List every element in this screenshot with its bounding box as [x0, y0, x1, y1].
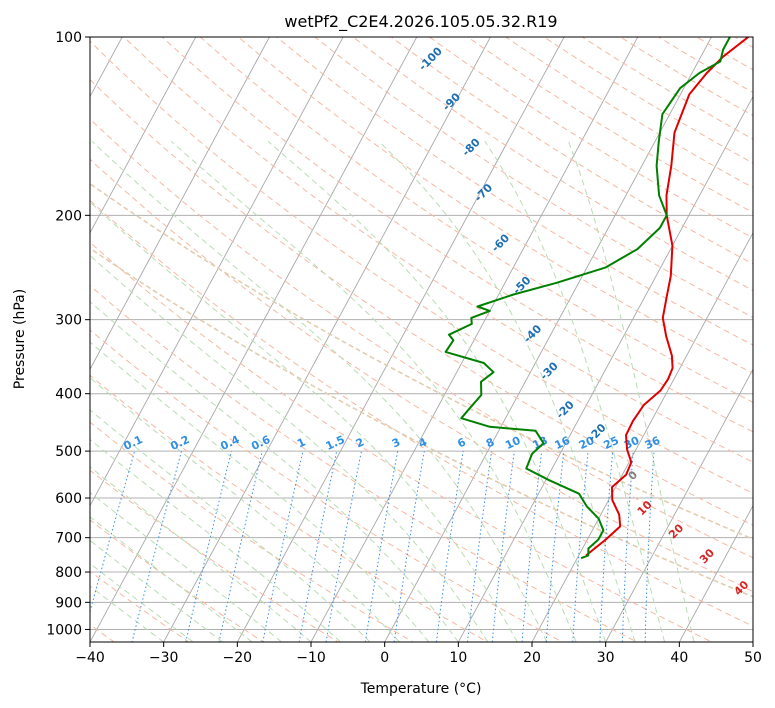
- mixing-ratio-line: [545, 451, 565, 642]
- outer-arc: [90, 247, 753, 598]
- mixing-ratio-line: [325, 450, 362, 642]
- y-tick-label: 800: [55, 565, 82, 581]
- moist-adiabat: [484, 141, 666, 642]
- dry-adiabat: [428, 37, 753, 239]
- x-tick-label: −20: [223, 650, 253, 666]
- moist-adiabat: [90, 539, 223, 642]
- moist-adiabat: [90, 341, 430, 642]
- isotherm-10: [457, 95, 753, 642]
- moist-adiabat: [91, 140, 548, 642]
- isotherm-40: [678, 504, 753, 642]
- x-tick-label: 50: [744, 650, 762, 666]
- y-tick-label: 1000: [46, 622, 82, 638]
- mixing-ratio-line: [90, 450, 136, 614]
- mixing-ratio-label: 20: [577, 434, 597, 452]
- y-tick-label: 900: [55, 595, 82, 611]
- y-tick-label: 400: [55, 387, 82, 403]
- isotherm-20: [531, 231, 753, 642]
- mixing-ratio-label: 36: [643, 434, 663, 452]
- mixing-ratio-line: [466, 451, 493, 642]
- plot-frame: [89, 36, 754, 643]
- isotherm--60: [90, 37, 270, 371]
- y-axis-label: Pressure (hPa): [12, 289, 28, 389]
- x-tick-label: 20: [523, 650, 541, 666]
- temperature-line: [585, 37, 749, 557]
- moist-adiabat: [90, 466, 312, 642]
- isotherm-30: [605, 368, 753, 642]
- moist-adiabat: [378, 140, 636, 642]
- mixing-ratio-line: [572, 451, 589, 642]
- mixing-ratio-line: [364, 451, 399, 642]
- y-tick-label: 500: [55, 444, 82, 460]
- background-lines: [90, 37, 753, 642]
- mixing-ratio-line: [262, 450, 304, 642]
- moist-adiabat: [90, 254, 489, 642]
- y-tick-label: 600: [55, 491, 82, 507]
- moist-adiabat: [90, 516, 253, 642]
- y-tick-label: 700: [55, 531, 82, 547]
- isotherm--40: [90, 37, 418, 642]
- mixing-ratio-label: 16: [553, 434, 573, 452]
- isotherm-0: [384, 37, 712, 642]
- x-axis-label: Temperature (°C): [360, 681, 482, 697]
- mixing-ratio-line: [491, 451, 515, 642]
- chart-title: wetPf2_C2E4.2026.105.05.32.R19: [284, 12, 557, 32]
- y-tick-label: 200: [55, 208, 82, 224]
- dry-adiabat: [543, 37, 753, 164]
- mixing-ratio-line: [521, 451, 543, 642]
- mixing-ratio-label: 13: [531, 434, 550, 452]
- y-axis-ticks: 1000 900 800 700 600 500 400 300 200 100: [46, 30, 90, 638]
- moist-adiabat: [90, 377, 400, 642]
- mixing-ratio-label: 25: [602, 434, 621, 452]
- x-tick-label: 0: [380, 650, 389, 666]
- x-tick-label: 30: [597, 650, 615, 666]
- moist-adiabat: [90, 491, 282, 642]
- mixing-ratio-line: [298, 450, 338, 642]
- dry-adiabat: [466, 37, 753, 214]
- x-tick-label: −40: [75, 650, 105, 666]
- y-tick-label: 300: [55, 313, 82, 329]
- moist-adiabat: [90, 201, 518, 642]
- isotherm--70: [90, 37, 197, 234]
- dewpoint-line: [444, 37, 731, 560]
- mixing-ratio-line: [185, 450, 232, 642]
- x-tick-label: 10: [449, 650, 467, 666]
- mixing-ratio-line: [435, 451, 464, 642]
- moist-adiabat: [90, 585, 164, 642]
- moist-adiabat: [90, 562, 194, 642]
- sounding-profiles: [444, 37, 749, 560]
- x-tick-label: −10: [296, 650, 326, 666]
- moist-adiabat: [170, 140, 577, 642]
- dry-adiabat: [505, 37, 753, 189]
- moist-adiabat: [90, 409, 371, 642]
- dry-adiabat: [90, 421, 414, 642]
- isotherm--20: [236, 37, 565, 642]
- mixing-ratio-line: [621, 451, 634, 642]
- isotherm--30: [163, 37, 491, 642]
- y-tick-label: 100: [55, 30, 82, 46]
- x-tick-label: 40: [670, 650, 688, 666]
- dry-adiabat: [90, 241, 713, 642]
- moist-adiabat: [568, 141, 695, 642]
- mixing-ratio-line: [131, 450, 182, 642]
- dry-adiabat: [90, 374, 489, 642]
- mixing-ratio-line: [599, 451, 614, 642]
- isotherm--50: [90, 37, 344, 507]
- isotherm--10: [310, 37, 639, 642]
- moist-adiabat: [267, 140, 607, 642]
- mixing-ratio-line: [218, 450, 263, 642]
- dry-adiabat: [390, 37, 753, 265]
- moist-adiabat: [90, 438, 341, 642]
- mixing-ratio-label: 10: [503, 434, 523, 452]
- mixing-ratio-line: [393, 451, 425, 642]
- mixing-ratio-line: [644, 451, 655, 642]
- moist-adiabat: [90, 300, 459, 642]
- x-axis-ticks: −40 −30 −20 −10 0 10 20 30 40 50: [75, 642, 762, 666]
- x-tick-label: −30: [149, 650, 179, 666]
